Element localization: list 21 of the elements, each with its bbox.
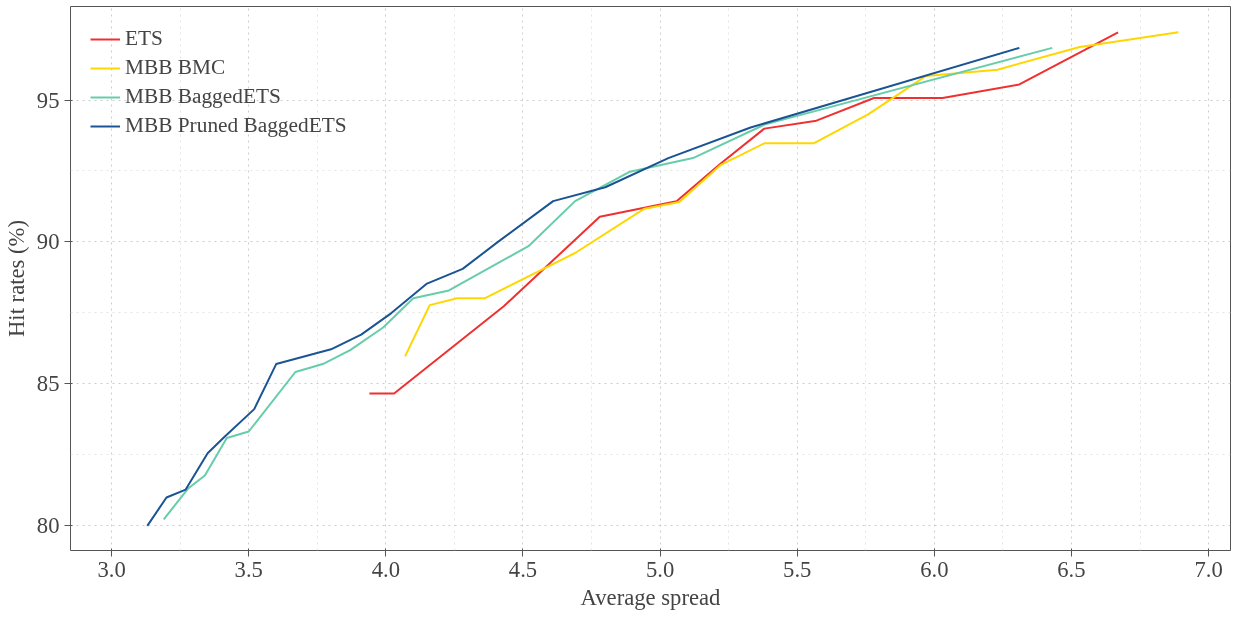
y-tick-label: 90 <box>36 229 60 255</box>
legend-label: ETS <box>125 26 163 51</box>
y-tick-label: 80 <box>36 512 60 538</box>
legend-label: MBB Pruned BaggedETS <box>125 113 347 138</box>
y-tick-label: 85 <box>36 370 60 396</box>
x-tick-label: 6.5 <box>1057 556 1086 582</box>
y-axis-title: Hit rates (%) <box>3 219 29 337</box>
x-tick-label: 4.5 <box>508 556 538 582</box>
x-tick-label: 3.0 <box>97 556 126 582</box>
x-tick-label: 5.5 <box>783 556 812 582</box>
legend-label: MBB BMC <box>125 55 226 80</box>
x-tick-label: 5.0 <box>645 556 675 582</box>
x-axis-title: Average spread <box>580 584 722 610</box>
legend-label: MBB BaggedETS <box>125 84 281 109</box>
x-tick-label: 3.5 <box>234 556 263 582</box>
line-series <box>368 31 1120 395</box>
x-tick-label: 7.0 <box>1194 556 1223 582</box>
y-tick-label: 95 <box>36 87 60 113</box>
x-tick-label: 4.0 <box>371 556 401 582</box>
x-tick-label: 6.0 <box>920 556 949 582</box>
line-series <box>404 31 1180 358</box>
